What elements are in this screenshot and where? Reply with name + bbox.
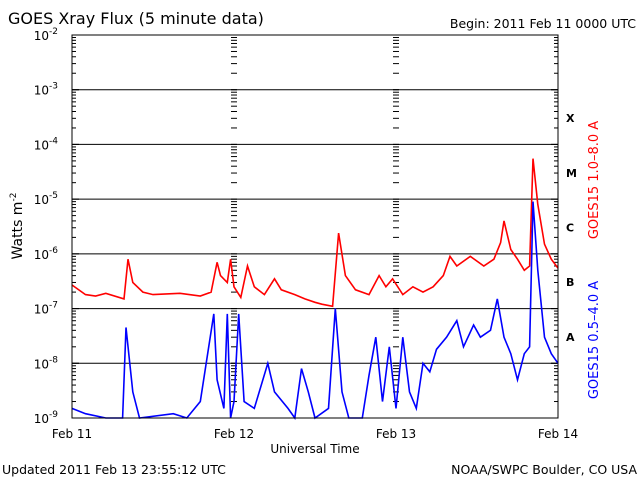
flare-class-label: X [566, 112, 575, 125]
begin-label: Begin: 2011 Feb 11 0000 UTC [450, 16, 636, 31]
y-tick-label: 10-7 [34, 301, 58, 317]
credit-text: NOAA/SWPC Boulder, CO USA [451, 462, 637, 477]
plot-frame [71, 34, 559, 419]
legend-short: GOES15 0.5–4.0 A [587, 281, 602, 399]
x-tick-label: Feb 14 [538, 427, 578, 441]
flare-class-label: M [566, 167, 577, 180]
y-tick-label: 10-9 [34, 410, 59, 426]
x-tick-label: Feb 13 [376, 427, 416, 441]
flare-class-label: B [566, 276, 574, 289]
y-tick-label: 10-6 [34, 246, 59, 262]
x-tick-label: Feb 11 [52, 427, 92, 441]
y-tick-label: 10-2 [34, 27, 58, 43]
flare-class-label: C [566, 222, 574, 235]
updated-text: Updated 2011 Feb 13 23:55:12 UTC [2, 462, 226, 477]
x-axis-label: Universal Time [270, 442, 359, 456]
y-axis-label: Watts m-2 [9, 193, 26, 260]
chart-title: GOES Xray Flux (5 minute data) [8, 9, 264, 28]
y-tick-label: 10-3 [34, 82, 58, 98]
x-tick-label: Feb 12 [214, 427, 254, 441]
y-tick-label: 10-5 [34, 191, 58, 207]
series-line-short [71, 201, 559, 421]
y-tick-label: 10-4 [34, 136, 59, 152]
y-tick-label: 10-8 [34, 355, 59, 371]
series-line-long [71, 158, 559, 308]
flare-class-label: A [566, 331, 575, 344]
legend-long: GOES15 1.0–8.0 A [587, 121, 602, 239]
